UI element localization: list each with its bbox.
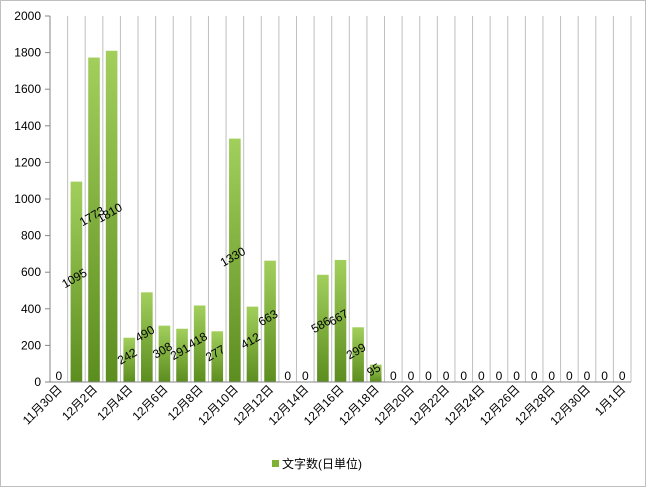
x-tick-label: 1月1日 [592, 382, 628, 418]
y-tick-label: 0 [34, 375, 41, 389]
data-label: 0 [531, 369, 538, 383]
data-label: 0 [478, 369, 485, 383]
bar [105, 50, 118, 383]
bar [193, 305, 206, 382]
data-label: 0 [284, 369, 291, 383]
bar [229, 138, 241, 382]
y-tick-label: 1000 [14, 192, 41, 206]
data-label: 0 [390, 369, 397, 383]
y-tick-label: 1400 [14, 119, 41, 133]
data-label: 0 [513, 369, 520, 383]
bar [70, 181, 83, 382]
data-label: 0 [584, 369, 591, 383]
bar [211, 331, 224, 382]
y-tick-label: 1200 [14, 155, 41, 169]
bar [246, 306, 259, 382]
bar [158, 325, 171, 382]
y-tick-label: 1600 [14, 82, 41, 96]
data-label: 0 [408, 369, 415, 383]
y-tick-label: 400 [21, 302, 41, 316]
data-label: 0 [566, 369, 573, 383]
y-tick-label: 200 [21, 338, 41, 352]
legend-swatch [272, 460, 279, 467]
x-tick-labels: 11月30日12月2日12月4日12月6日12月8日12月10日12月12日12… [20, 382, 629, 428]
data-label: 0 [425, 369, 432, 383]
bar [264, 260, 276, 382]
bar [176, 328, 188, 382]
data-label: 412 [238, 330, 263, 352]
legend-label: 文字数(日単位) [282, 456, 362, 471]
data-label: 95 [364, 360, 383, 379]
data-label: 277 [203, 342, 228, 364]
y-tick-labels: 0 200 400 600 800 1000 1200 1400 1600 1800 2000 [14, 9, 50, 389]
bar [352, 327, 364, 382]
y-tick-label: 600 [21, 265, 41, 279]
data-label: 0 [619, 369, 626, 383]
y-tick-label: 800 [21, 229, 41, 243]
legend: 文字数(日単位) [272, 456, 362, 471]
y-tick-label: 1800 [14, 46, 41, 60]
bar [141, 292, 153, 382]
data-label: 0 [601, 369, 608, 383]
x-tick-label: 12月6日 [130, 382, 171, 423]
data-label: 0 [443, 369, 450, 383]
bars [70, 50, 382, 383]
data-label: 663 [256, 307, 281, 329]
x-tick-label: 12月4日 [94, 382, 135, 423]
bar [369, 364, 382, 382]
bar [334, 259, 347, 382]
data-label: 299 [344, 340, 369, 362]
data-label: 0 [302, 369, 309, 383]
data-label: 242 [115, 345, 140, 367]
bar [317, 274, 329, 382]
x-tick-label: 11月30日 [20, 382, 65, 427]
bar [88, 57, 100, 382]
vertical-gridlines [49, 16, 632, 382]
data-label: 0 [548, 369, 555, 383]
data-label: 0 [55, 369, 62, 383]
data-label: 0 [496, 369, 503, 383]
data-label: 0 [460, 369, 467, 383]
bar [123, 337, 136, 382]
x-tick-label: 12月2日 [59, 382, 100, 423]
data-label: 490 [133, 322, 158, 344]
y-tick-label: 2000 [14, 9, 41, 23]
